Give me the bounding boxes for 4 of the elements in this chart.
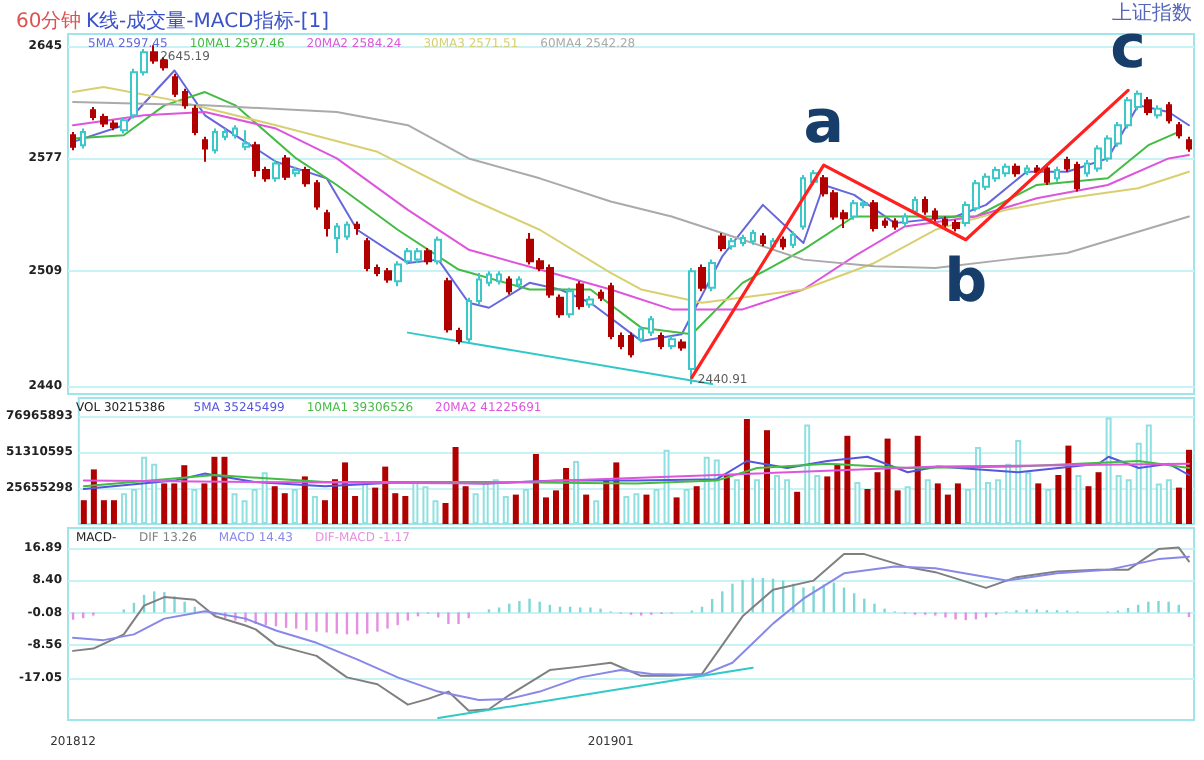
data-label: a	[803, 88, 844, 159]
data-label: b	[944, 246, 988, 317]
chart-title: K线-成交量-MACD指标-[1]	[86, 9, 330, 33]
chart-subtitle: 60分钟	[16, 9, 82, 33]
